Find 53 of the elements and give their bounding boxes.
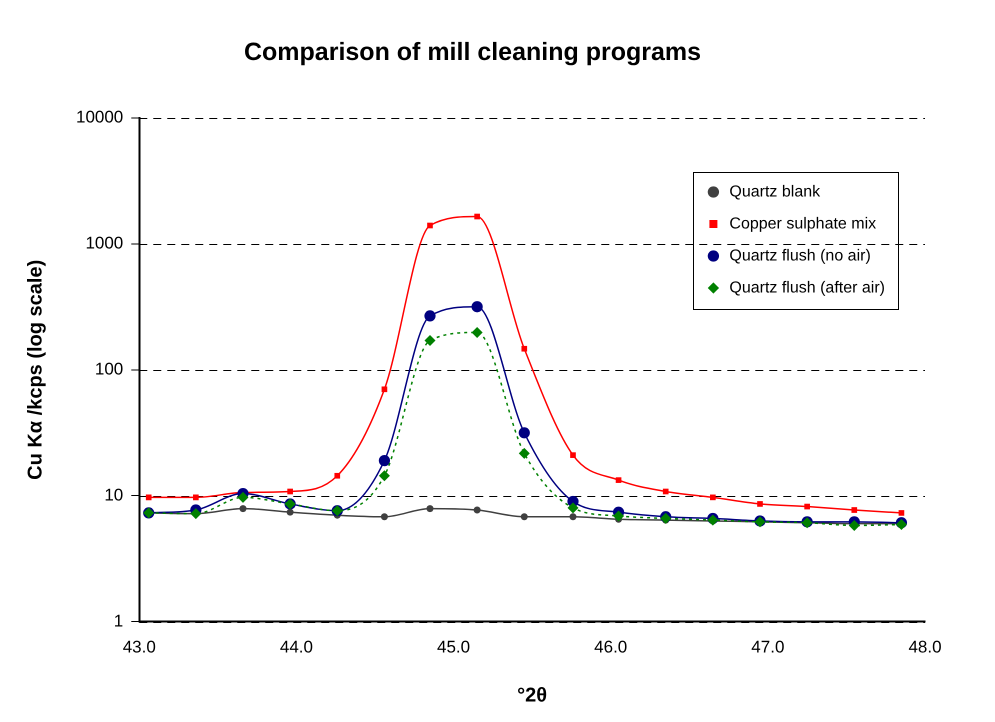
x-axis-title: °2θ (517, 684, 548, 707)
point (237, 492, 248, 503)
point (570, 452, 576, 458)
point (616, 477, 622, 483)
legend-label: Quartz flush (no air) (729, 247, 871, 264)
point (710, 494, 716, 500)
point (848, 520, 860, 531)
point (286, 508, 294, 516)
point (804, 504, 810, 510)
x-tick-label: 48.0 (908, 637, 942, 656)
point (567, 502, 578, 514)
point (239, 505, 246, 512)
point (146, 494, 152, 500)
point (569, 513, 576, 520)
x-tick-label: 46.0 (594, 637, 628, 656)
point (474, 506, 481, 514)
point (472, 326, 483, 338)
y-tick-label: 1000 (85, 234, 124, 253)
x-tick-label: 44.0 (280, 637, 313, 656)
point (757, 501, 763, 507)
point (382, 386, 388, 392)
point (662, 488, 669, 494)
point (378, 455, 390, 466)
legend-label: Quartz blank (729, 183, 822, 200)
point (427, 222, 433, 228)
point (521, 346, 528, 352)
point (193, 494, 199, 500)
point (851, 507, 858, 513)
point (518, 427, 530, 438)
point (287, 488, 293, 494)
y-tick-label: 10000 (76, 108, 124, 127)
y-tick-label: 100 (94, 359, 124, 378)
point (520, 513, 528, 520)
point (334, 472, 340, 479)
point (472, 301, 483, 312)
y-tick-label: 10 (104, 485, 124, 504)
y-axis-title: Cu Kα /kcps (log scale) (24, 260, 47, 480)
x-tick-label: 47.0 (751, 637, 784, 656)
point (426, 505, 434, 512)
point (424, 334, 436, 346)
legend-label: Copper sulphate mix (729, 215, 876, 232)
chart-title: Comparison of mill cleaning programs (244, 38, 702, 66)
y-tick-label: 1 (114, 611, 124, 630)
point (474, 214, 480, 220)
point (518, 448, 530, 459)
legend-label: Quartz flush (after air) (729, 279, 886, 296)
point (898, 510, 904, 516)
point (378, 470, 390, 482)
point (380, 513, 388, 520)
point (613, 510, 624, 522)
point (424, 310, 436, 322)
x-tick-label: 43.0 (122, 637, 156, 656)
x-tick-label: 45.0 (437, 637, 470, 656)
